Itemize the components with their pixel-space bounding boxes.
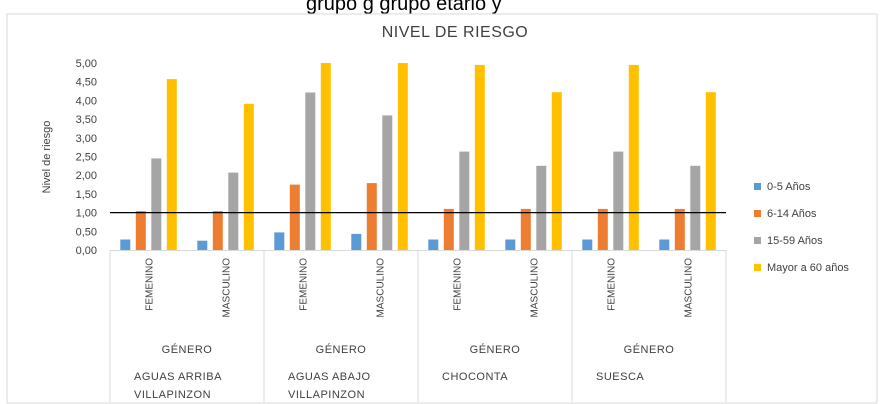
bar-1-5 — [428, 239, 439, 250]
y-tick-label: 3,50 — [76, 114, 97, 126]
bar-3-5 — [459, 151, 470, 250]
x-category-label: MASCULINO — [530, 258, 541, 318]
legend-swatch — [754, 183, 761, 190]
x-group-label: GÉNERO — [470, 343, 521, 356]
y-tick-label: 2,00 — [76, 170, 97, 182]
bar-2-7 — [597, 208, 608, 250]
y-tick-label: 1,00 — [76, 208, 97, 220]
bar-2-5 — [443, 208, 454, 250]
bar-2-1 — [135, 211, 146, 250]
legend-swatch — [754, 210, 761, 217]
y-tick-label: 0,00 — [76, 245, 97, 257]
x-category-label: FEMENINO — [145, 258, 156, 311]
bar-1-4 — [351, 233, 362, 250]
x-category-label: FEMENINO — [453, 258, 464, 311]
x-category-label: FEMENINO — [299, 258, 310, 311]
bar-3-1 — [151, 158, 162, 250]
bar-4-2 — [243, 103, 254, 250]
y-tick-label: 0,50 — [76, 226, 97, 238]
bar-3-3 — [305, 92, 316, 250]
bar-1-6 — [505, 239, 516, 250]
bar-3-6 — [536, 165, 547, 250]
bar-3-8 — [690, 165, 701, 250]
bar-1-7 — [582, 239, 593, 250]
x-location-label: CHOCONTA — [442, 371, 508, 383]
legend-label: 6-14 Años — [767, 208, 817, 220]
bar-1-2 — [197, 240, 208, 250]
y-tick-label: 4,00 — [76, 95, 97, 107]
x-category-label: MASCULINO — [222, 258, 233, 318]
x-category-label: MASCULINO — [376, 258, 387, 318]
y-tick-label: 2,50 — [76, 152, 97, 164]
legend-swatch — [754, 264, 761, 271]
bar-3-7 — [613, 151, 624, 250]
bar-1-8 — [659, 239, 670, 250]
chart-frame — [6, 13, 878, 404]
x-location-label: SUESCA — [596, 371, 644, 383]
legend-label: 15-59 Años — [767, 235, 823, 247]
x-group-label: GÉNERO — [316, 343, 367, 356]
bar-2-4 — [366, 183, 377, 250]
bar-4-7 — [628, 64, 639, 251]
bar-2-8 — [674, 208, 685, 250]
top-fragment-text: grupo g grupo etario y — [306, 0, 502, 15]
y-tick-label: 3,00 — [76, 133, 97, 145]
chart-title: NIVEL DE RIESGO — [382, 24, 529, 41]
y-axis-title: Nivel de riesgo — [41, 121, 53, 194]
y-tick-label: 5,00 — [76, 58, 97, 70]
x-location-label: VILLAPINZON — [288, 389, 365, 401]
x-group-label: GÉNERO — [162, 343, 213, 356]
bar-4-1 — [166, 79, 177, 250]
bar-1-1 — [120, 239, 131, 250]
bar-2-3 — [289, 184, 300, 250]
bar-4-6 — [551, 92, 562, 250]
bar-4-3 — [320, 63, 331, 250]
bar-4-4 — [397, 63, 408, 250]
x-group-label: GÉNERO — [624, 343, 675, 356]
x-category-label: FEMENINO — [607, 258, 618, 311]
bar-1-3 — [274, 232, 285, 250]
x-location-label: AGUAS ARRIBA — [134, 371, 222, 383]
plot-area: 0,00 0,50 1,00 1,50 2,00 2,50 3,00 3,50 4,00 4,50… — [76, 58, 727, 402]
bar-4-5 — [474, 64, 485, 251]
bar-4-8 — [705, 92, 716, 250]
y-tick-label: 4,50 — [76, 77, 97, 89]
legend-label: Mayor a 60 años — [767, 262, 849, 274]
bar-3-2 — [228, 172, 239, 250]
x-location-label: VILLAPINZON — [134, 389, 211, 401]
legend-label: 0-5 Años — [767, 181, 811, 193]
bar-2-2 — [212, 211, 223, 250]
bar-2-6 — [520, 208, 531, 250]
legend-swatch — [754, 237, 761, 244]
bar-3-4 — [382, 115, 393, 251]
x-location-label: AGUAS ABAJO — [288, 371, 371, 383]
legend: 0-5 Años 6-14 Años 15-59 Años Mayor a 60 añ… — [754, 181, 849, 274]
y-tick-label: 1,50 — [76, 189, 97, 201]
x-category-label: MASCULINO — [684, 258, 695, 318]
